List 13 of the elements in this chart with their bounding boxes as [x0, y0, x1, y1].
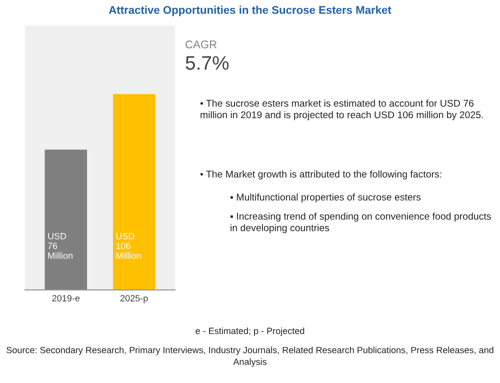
- text: e - Estimated; p - Projected: [196, 327, 304, 336]
- x-tick-label: 2025-p: [120, 295, 148, 304]
- text: ▪ Increasing trend of spending on convenience food products in developing countries: [230, 212, 491, 234]
- data-label: USD 76 Million: [48, 232, 72, 259]
- source-note: Source: Secondary Research, Primary Interviews, Industry Journals, Related Research Publications, Press Releases, and Analysis: [6, 346, 494, 367]
- text: Attractive Opportunities in the Sucrose Esters Market: [108, 6, 392, 16]
- text: 5.7%: [186, 56, 229, 70]
- text: ▪ Multifunctional properties of sucrose esters: [230, 193, 421, 202]
- x-tick-label: 2019-e: [52, 295, 80, 302]
- text: • The sucrose esters market is estimated to account for USD 76 million in 2019 and is projected to reach USD 106 million by 2025.: [200, 100, 483, 120]
- text: • The Market growth is attributed to the following factors:: [200, 170, 442, 180]
- text: CAGR: [186, 40, 217, 48]
- data-label: USD 106 Million: [116, 232, 141, 259]
